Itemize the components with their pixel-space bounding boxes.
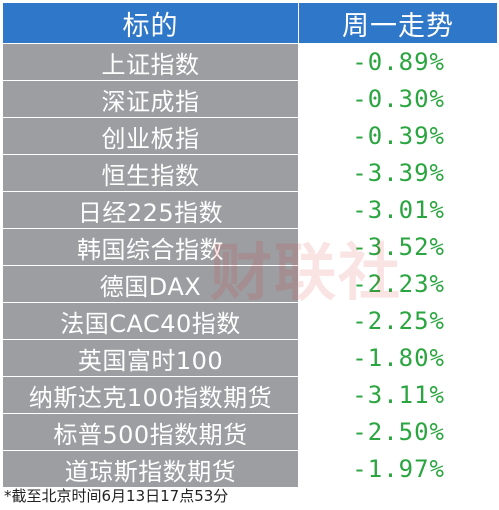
header-monday-change: 周一走势 <box>298 2 498 44</box>
change-value-cell: -0.89% <box>298 43 498 81</box>
footnote: *截至北京时间6月13日17点53分 <box>4 487 229 505</box>
change-value-cell: -2.23% <box>298 265 498 303</box>
table-header-row: 标的 周一走势 <box>2 2 498 44</box>
table-row: 德国DAX -2.23% <box>2 265 498 303</box>
index-name-cell: 日经225指数 <box>2 191 299 229</box>
change-value-cell: -2.25% <box>298 302 498 340</box>
table-row: 上证指数 -0.89% <box>2 43 498 81</box>
table-row: 日经225指数 -3.01% <box>2 191 498 229</box>
table-row: 英国富时100 -1.80% <box>2 339 498 377</box>
table-row: 深证成指 -0.30% <box>2 80 498 118</box>
index-name-cell: 标普500指数期货 <box>2 413 299 451</box>
index-name-cell: 深证成指 <box>2 80 299 118</box>
table-row: 纳斯达克100指数期货 -3.11% <box>2 376 498 414</box>
table-body: 上证指数 -0.89% 深证成指 -0.30% 创业板指 -0.39% 恒生指数 -3.39%… <box>2 43 498 488</box>
change-value-cell: -0.39% <box>298 117 498 155</box>
table-row: 道琼斯指数期货 -1.97% <box>2 450 498 488</box>
index-name-cell: 韩国综合指数 <box>2 228 299 266</box>
index-name-cell: 英国富时100 <box>2 339 299 377</box>
change-value-cell: -2.50% <box>298 413 498 451</box>
table-row: 法国CAC40指数 -2.25% <box>2 302 498 340</box>
index-name-cell: 创业板指 <box>2 117 299 155</box>
change-value-cell: -0.30% <box>298 80 498 118</box>
change-value-cell: -3.11% <box>298 376 498 414</box>
header-instrument: 标的 <box>2 2 299 44</box>
index-name-cell: 德国DAX <box>2 265 299 303</box>
change-value-cell: -3.39% <box>298 154 498 192</box>
change-value-cell: -3.01% <box>298 191 498 229</box>
change-value-cell: -1.80% <box>298 339 498 377</box>
index-name-cell: 法国CAC40指数 <box>2 302 299 340</box>
table-row: 标普500指数期货 -2.50% <box>2 413 498 451</box>
index-name-cell: 纳斯达克100指数期货 <box>2 376 299 414</box>
table-row: 韩国综合指数 -3.52% <box>2 228 498 266</box>
index-name-cell: 恒生指数 <box>2 154 299 192</box>
index-table: 标的 周一走势 上证指数 -0.89% 深证成指 -0.30% 创业板指 -0.39% 恒生… <box>2 2 498 488</box>
change-value-cell: -3.52% <box>298 228 498 266</box>
change-value-cell: -1.97% <box>298 450 498 488</box>
index-name-cell: 道琼斯指数期货 <box>2 450 299 488</box>
index-name-cell: 上证指数 <box>2 43 299 81</box>
table-row: 恒生指数 -3.39% <box>2 154 498 192</box>
table-row: 创业板指 -0.39% <box>2 117 498 155</box>
